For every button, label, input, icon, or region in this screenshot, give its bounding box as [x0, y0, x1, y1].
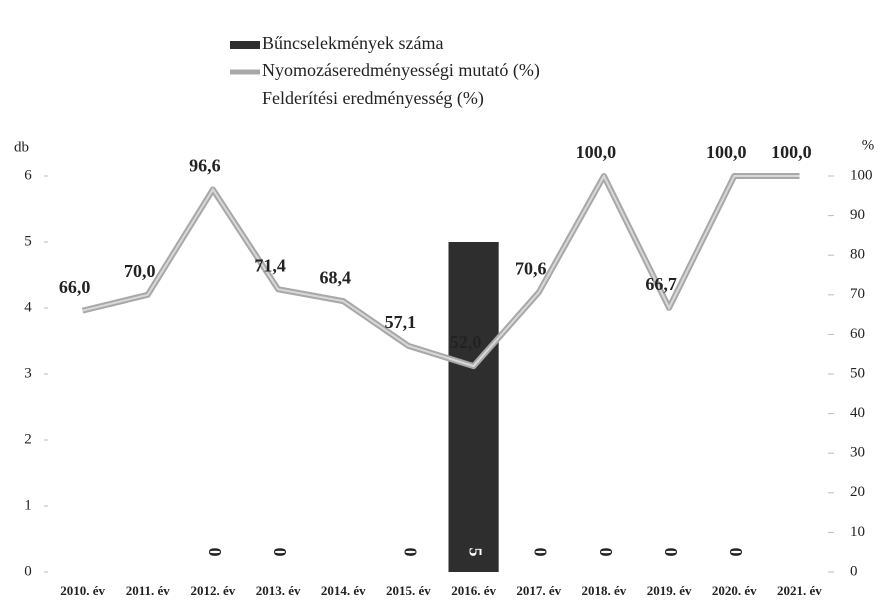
y-tick-label: 4: [24, 299, 32, 315]
x-tick-label: 2016. év: [451, 583, 496, 598]
bar-value-label: 0: [726, 548, 746, 557]
y2-tick-label: 40: [850, 405, 865, 421]
line-value-label: 70,6: [515, 259, 547, 279]
y-tick-label: 6: [24, 167, 32, 183]
y2-axis-label: %: [862, 137, 875, 153]
x-tick-label: 2014. év: [321, 583, 366, 598]
line-value-label: 100,0: [771, 142, 812, 162]
legend-swatch: [230, 41, 260, 49]
bar-value-label: 0: [205, 548, 225, 557]
y2-tick-label: 90: [850, 207, 865, 223]
y-tick-label: 3: [24, 365, 32, 381]
legend-label: Nyomozáseredményességi mutató (%): [262, 60, 540, 81]
line: [81, 173, 800, 370]
y2-tick-label: 0: [850, 563, 858, 579]
y-tick-label: 5: [24, 233, 32, 249]
legend-label: Felderítési eredményesség (%): [262, 88, 484, 109]
bar-value-label: 0: [661, 548, 681, 557]
y-tick-label: 2: [24, 431, 32, 447]
y-tick-label: 1: [24, 497, 32, 513]
line-value-label: 66,0: [59, 277, 91, 297]
bar-value-label: 0: [270, 548, 290, 557]
x-tick-label: 2015. év: [386, 583, 431, 598]
x-tick-label: 2013. év: [256, 583, 301, 598]
legend-label: Bűncselekmények száma: [262, 33, 443, 53]
line-value-label: 71,4: [254, 255, 286, 275]
bar-value-label: 0: [531, 548, 551, 557]
y2-tick-label: 100: [850, 167, 873, 183]
line-value-label: 96,6: [189, 156, 221, 176]
bar: [448, 242, 499, 572]
x-tick-label: 2020. év: [712, 583, 757, 598]
y2-tick-label: 80: [850, 247, 865, 263]
x-tick-label: 2011. év: [126, 583, 171, 598]
line-value-label: 100,0: [576, 142, 617, 162]
x-tick-label: 2021. év: [777, 583, 822, 598]
bar-value-label: 0: [596, 548, 616, 557]
y-tick-label: 0: [24, 563, 32, 579]
bar-value-label: 5: [465, 548, 485, 557]
x-tick-label: 2012. év: [191, 583, 236, 598]
y2-tick-label: 70: [850, 286, 865, 302]
line-value-label: 100,0: [706, 142, 747, 162]
line-value-label: 68,4: [320, 267, 352, 287]
x-tick-label: 2019. év: [647, 583, 692, 598]
y2-tick-label: 60: [850, 326, 865, 342]
y-axis-label: db: [14, 139, 29, 155]
line-core: [82, 173, 800, 368]
y2-tick-label: 20: [850, 484, 865, 500]
x-tick-label: 2017. év: [516, 583, 561, 598]
y2-tick-label: 10: [850, 524, 865, 540]
x-tick-label: 2010. év: [60, 583, 105, 598]
x-tick-label: 2018. év: [582, 583, 627, 598]
bar-value-label: 0: [400, 548, 420, 557]
line-value-label: 57,1: [385, 312, 417, 332]
y2-tick-label: 50: [850, 365, 865, 381]
line-value-label: 66,7: [645, 274, 677, 294]
line-value-label: 70,0: [124, 261, 156, 281]
line-value-label: 52,0: [450, 332, 482, 352]
y2-tick-label: 30: [850, 445, 865, 461]
